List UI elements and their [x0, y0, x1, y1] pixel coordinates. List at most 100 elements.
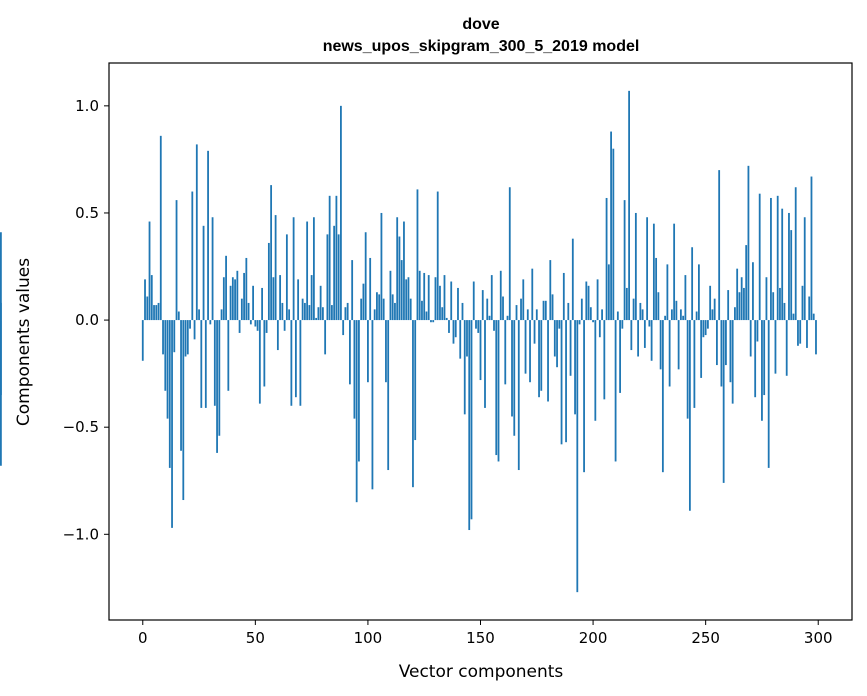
bar: [315, 317, 318, 321]
bar: [337, 234, 340, 321]
bar: [283, 320, 286, 331]
bar: [371, 320, 374, 490]
bar: [709, 285, 712, 321]
bar: [576, 320, 579, 593]
x-tick-label: 150: [466, 629, 495, 647]
bar: [691, 247, 694, 321]
bar: [335, 195, 338, 321]
bar: [369, 257, 372, 321]
bar: [580, 298, 583, 321]
bar: [781, 208, 784, 321]
bar: [439, 285, 441, 321]
bar: [434, 277, 437, 321]
bar: [376, 292, 378, 321]
bar: [249, 320, 252, 325]
bar: [475, 320, 477, 329]
bar: [144, 279, 146, 321]
bar: [256, 320, 259, 331]
bar: [646, 217, 649, 321]
bar: [405, 279, 408, 321]
bar: [452, 320, 455, 344]
bar: [670, 309, 673, 321]
bar: [520, 298, 522, 321]
bar: [445, 317, 448, 321]
bar: [258, 320, 261, 404]
bar: [391, 294, 394, 321]
bar: [776, 195, 779, 321]
bar: [222, 277, 225, 321]
bar: [265, 320, 268, 333]
bar: [396, 217, 399, 321]
bar: [799, 320, 802, 344]
x-tick-label: 0: [138, 629, 148, 647]
bar: [785, 320, 788, 376]
bar: [542, 300, 545, 321]
bar: [450, 281, 453, 321]
bar: [727, 290, 730, 321]
bar: [713, 298, 716, 321]
bar: [457, 287, 459, 321]
bar: [749, 320, 752, 357]
bar: [722, 320, 725, 483]
bar: [774, 320, 777, 374]
bar: [659, 320, 662, 370]
x-axis-label: Vector components: [399, 662, 564, 682]
bar: [394, 302, 396, 321]
bar: [340, 105, 342, 321]
bar: [544, 300, 547, 321]
bar: [155, 305, 158, 321]
bar: [281, 302, 284, 321]
bar: [650, 320, 653, 361]
bar: [754, 320, 757, 398]
bar: [711, 309, 714, 321]
x-axis-ticks: 0 50 100 150 200 250 300: [138, 620, 833, 647]
bar: [227, 320, 230, 391]
bar: [189, 320, 191, 329]
bar: [182, 320, 185, 501]
bar: [245, 257, 248, 321]
bar: [290, 320, 293, 406]
bar: [571, 238, 574, 321]
bar: [616, 311, 619, 321]
bar: [592, 320, 594, 323]
bar: [346, 302, 349, 321]
bar: [513, 320, 516, 436]
bar: [533, 320, 536, 344]
bar: [425, 311, 428, 321]
bar: [380, 212, 383, 321]
bar: [731, 320, 734, 404]
bar: [587, 285, 590, 321]
bar: [682, 315, 685, 321]
chart-subtitle: news_upos_skipgram_300_5_2019 model: [323, 38, 640, 55]
bar: [400, 260, 403, 321]
bar: [427, 275, 430, 321]
bar: [679, 309, 682, 321]
bar: [720, 320, 723, 387]
bar: [141, 320, 144, 361]
bar: [398, 236, 401, 321]
bar: [725, 320, 727, 366]
bar: [702, 320, 705, 338]
bar: [159, 135, 162, 321]
bar: [596, 279, 599, 321]
bar: [490, 275, 493, 321]
bar: [481, 290, 484, 321]
bar: [173, 320, 176, 353]
bar: [175, 200, 178, 321]
bar: [443, 275, 446, 321]
bar: [630, 320, 633, 351]
bar: [598, 320, 601, 338]
bar: [808, 296, 811, 321]
bar: [292, 217, 295, 321]
bar: [815, 320, 817, 355]
bar: [569, 320, 572, 376]
bar: [177, 311, 180, 321]
bar: [558, 320, 561, 329]
y-tick-label: 0.0: [75, 311, 99, 329]
bar: [344, 307, 347, 321]
bar: [463, 320, 466, 415]
bar: [734, 307, 736, 321]
bar: [211, 217, 214, 321]
bar: [547, 320, 549, 402]
